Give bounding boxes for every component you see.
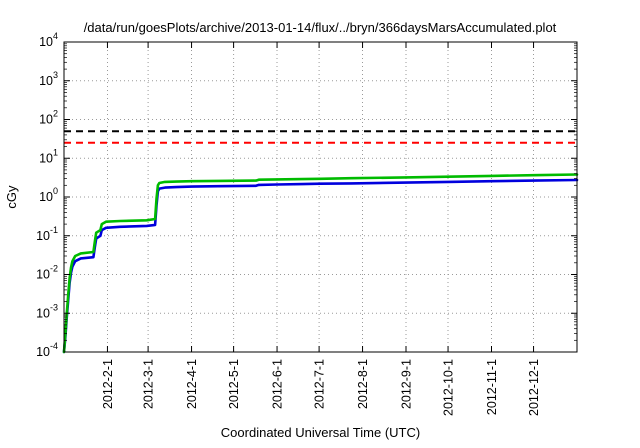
svg-text:10-2: 10-2: [36, 264, 58, 282]
svg-text:101: 101: [39, 147, 58, 165]
svg-text:2012-7-1: 2012-7-1: [313, 359, 327, 409]
svg-text:2012-9-1: 2012-9-1: [400, 359, 414, 409]
x-axis-title: Coordinated Universal Time (UTC): [220, 425, 421, 440]
svg-text:2012-2-1: 2012-2-1: [101, 359, 115, 409]
svg-text:2012-6-1: 2012-6-1: [271, 359, 285, 409]
chart-title: /data/run/goesPlots/archive/2013-01-14/f…: [83, 20, 557, 35]
svg-text:2012-5-1: 2012-5-1: [227, 359, 241, 409]
svg-text:104: 104: [39, 31, 58, 49]
svg-text:2012-12-1: 2012-12-1: [527, 359, 541, 416]
plot-area: 2012-2-1 2012-3-1 2012-4-1 2012-5-1 2012-6-1…: [36, 31, 579, 416]
svg-text:102: 102: [39, 109, 58, 127]
svg-text:2012-8-1: 2012-8-1: [356, 359, 370, 409]
svg-text:10-1: 10-1: [36, 225, 58, 243]
svg-text:100: 100: [39, 186, 58, 204]
svg-text:2012-3-1: 2012-3-1: [142, 359, 156, 409]
svg-text:2012-4-1: 2012-4-1: [185, 359, 199, 409]
y-axis-title: cGy: [4, 185, 19, 209]
svg-text:10-4: 10-4: [36, 341, 58, 359]
svg-text:2012-11-1: 2012-11-1: [485, 359, 499, 415]
svg-text:103: 103: [39, 70, 58, 88]
svg-text:10-3: 10-3: [36, 302, 58, 320]
svg-text:2012-10-1: 2012-10-1: [442, 359, 456, 416]
